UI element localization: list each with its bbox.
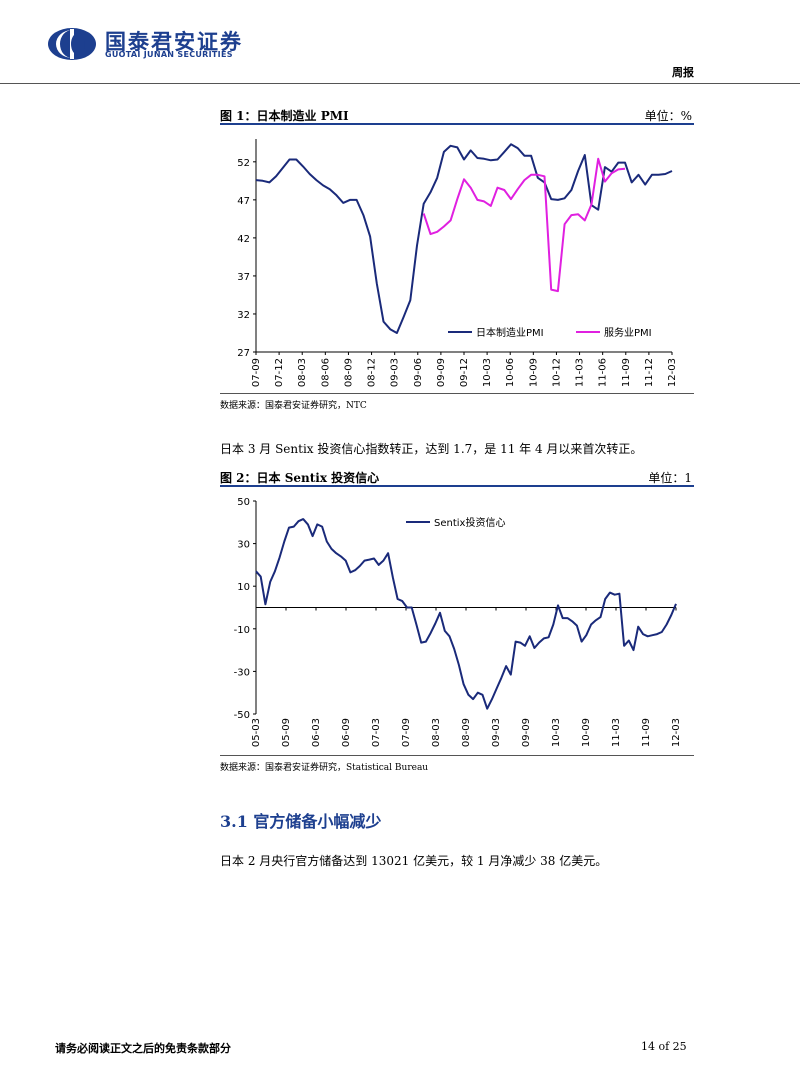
y-tick-label: -30 xyxy=(234,667,250,678)
x-tick-label: 08-09 xyxy=(461,718,472,747)
x-tick-label: 12-03 xyxy=(667,358,678,387)
y-tick-label: 10 xyxy=(237,582,250,593)
figure2-top-rule xyxy=(220,485,694,487)
series-line-0 xyxy=(255,518,677,710)
figure1-source: 数据来源：国泰君安证券研究，NTC xyxy=(220,401,367,411)
x-tick-label: 05-03 xyxy=(251,718,262,747)
x-tick-label: 10-03 xyxy=(482,358,493,387)
company-name-en: GUOTAI JUNAN SECURITIES xyxy=(105,50,233,59)
logo-mark-icon xyxy=(48,28,96,60)
page-number: 14 of 25 xyxy=(641,1040,687,1053)
y-tick-label: 42 xyxy=(237,234,250,245)
x-tick-label: 11-12 xyxy=(644,358,655,387)
x-tick-label: 07-09 xyxy=(251,358,262,387)
x-tick-label: 11-09 xyxy=(641,718,652,747)
company-name-cn: 国泰君安证券 xyxy=(105,30,243,54)
x-tick-label: 10-03 xyxy=(551,718,562,747)
x-tick-label: 06-09 xyxy=(341,718,352,747)
legend-label-1: 服务业PMI xyxy=(604,326,652,339)
x-tick-label: 05-09 xyxy=(281,718,292,747)
y-tick-label: -10 xyxy=(234,625,250,636)
x-tick-label: 08-03 xyxy=(297,358,308,387)
legend-label-0: Sentix投资信心 xyxy=(434,516,505,529)
x-tick-label: 11-06 xyxy=(598,358,609,387)
series-line-1 xyxy=(422,157,626,293)
figure2-bottom-rule xyxy=(220,755,694,756)
x-tick-label: 07-09 xyxy=(401,718,412,747)
header-rule xyxy=(0,83,800,84)
figure2-source: 数据来源：国泰君安证券研究，Statistical Bureau xyxy=(220,763,429,773)
series-line-0 xyxy=(255,143,673,334)
x-tick-label: 07-12 xyxy=(274,358,285,387)
y-tick-label: 52 xyxy=(237,158,250,169)
company-logo: 国泰君安证券 GUOTAI JUNAN SECURITIES xyxy=(47,26,277,62)
figure1-top-rule xyxy=(220,123,694,125)
y-tick-label: 32 xyxy=(237,310,250,321)
figure2-title-row: 图 2：日本 Sentix 投资信心 单位：1 xyxy=(220,469,692,486)
figure1-bottom-rule xyxy=(220,393,694,394)
x-tick-label: 06-03 xyxy=(311,718,322,747)
x-tick-label: 09-06 xyxy=(413,358,424,387)
x-tick-label: 07-03 xyxy=(371,718,382,747)
paragraph-sentix: 日本 3 月 Sentix 投资信心指数转正，达到 1.7，是 11 年 4 月… xyxy=(220,442,643,456)
x-tick-label: 09-09 xyxy=(521,718,532,747)
x-tick-label: 09-09 xyxy=(436,358,447,387)
x-tick-label: 12-03 xyxy=(671,718,682,747)
x-tick-label: 09-03 xyxy=(390,358,401,387)
section-heading: 3.1 官方储备小幅减少 xyxy=(220,812,382,831)
y-tick-label: 50 xyxy=(237,497,250,508)
x-tick-label: 11-03 xyxy=(611,718,622,747)
x-tick-label: 08-06 xyxy=(320,358,331,387)
figure2-unit: 单位：1 xyxy=(648,471,692,485)
legend-label-0: 日本制造业PMI xyxy=(476,326,544,339)
y-tick-label: 47 xyxy=(237,196,250,207)
x-tick-label: 08-12 xyxy=(367,358,378,387)
y-tick-label: 30 xyxy=(237,540,250,551)
y-tick-label: -50 xyxy=(234,710,250,721)
x-tick-label: 11-03 xyxy=(575,358,586,387)
figure1-unit: 单位：% xyxy=(644,109,692,123)
x-tick-label: 10-06 xyxy=(505,358,516,387)
figure2-title: 图 2：日本 Sentix 投资信心 xyxy=(220,471,380,485)
x-tick-label: 10-12 xyxy=(551,358,562,387)
x-tick-label: 08-03 xyxy=(431,718,442,747)
y-tick-label: 37 xyxy=(237,272,250,283)
report-type: 周报 xyxy=(672,66,694,79)
x-tick-label: 11-09 xyxy=(621,358,632,387)
y-tick-label: 27 xyxy=(237,348,250,359)
figure1-title: 图 1：日本制造业 PMI xyxy=(220,109,349,123)
x-tick-label: 08-09 xyxy=(343,358,354,387)
paragraph-reserves: 日本 2 月央行官方储备达到 13021 亿美元，较 1 月净减少 38 亿美元… xyxy=(220,854,608,868)
x-tick-label: 09-12 xyxy=(459,358,470,387)
figure1-title-row: 图 1：日本制造业 PMI 单位：% xyxy=(220,107,692,124)
x-tick-label: 10-09 xyxy=(581,718,592,747)
x-tick-label: 10-09 xyxy=(528,358,539,387)
x-tick-label: 09-03 xyxy=(491,718,502,747)
footer-disclaimer: 请务必阅读正文之后的免责条款部分 xyxy=(55,1042,231,1055)
